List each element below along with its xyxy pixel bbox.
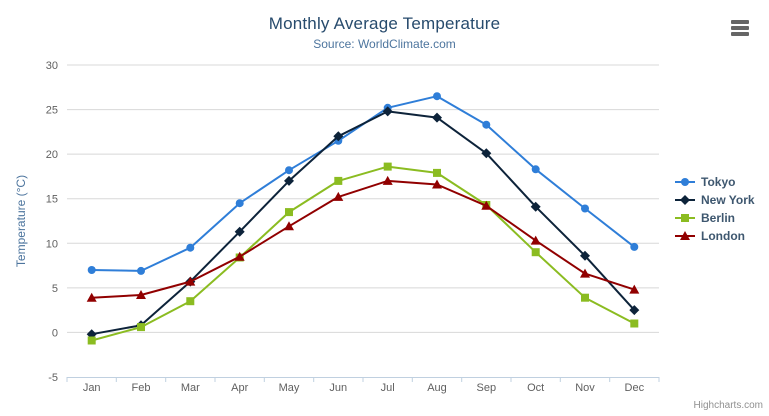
data-point[interactable] [481, 148, 492, 159]
x-axis-labels: Jan Feb Mar Apr May Jun Jul Aug Sep Oct Nov Dec [83, 382, 645, 394]
data-point[interactable] [185, 276, 196, 286]
data-point[interactable] [234, 226, 245, 237]
data-point[interactable] [580, 268, 590, 278]
svg-text:Dec: Dec [625, 382, 645, 394]
data-point[interactable] [136, 290, 146, 299]
data-point [680, 231, 690, 240]
legend-item-london[interactable]: London [674, 227, 755, 245]
data-point[interactable] [333, 191, 344, 201]
data-point[interactable] [285, 208, 293, 217]
data-point[interactable] [531, 165, 540, 174]
export-menu-button[interactable] [731, 19, 751, 37]
svg-text:15: 15 [46, 194, 58, 206]
svg-text:Jul: Jul [381, 382, 395, 394]
data-point[interactable] [530, 235, 541, 245]
data-point[interactable] [629, 305, 640, 316]
data-point[interactable] [137, 323, 145, 332]
data-point[interactable] [234, 251, 245, 261]
legend-label: New York [701, 193, 755, 207]
legend-label: London [701, 229, 745, 243]
svg-text:-5: -5 [48, 372, 58, 384]
chart-title: Monthly Average Temperature [268, 14, 501, 33]
data-point [680, 195, 690, 205]
svg-text:25: 25 [46, 105, 58, 117]
svg-text:Aug: Aug [427, 382, 447, 394]
data-point[interactable] [137, 266, 145, 275]
data-point[interactable] [433, 168, 441, 177]
data-point[interactable] [581, 293, 589, 302]
svg-text:Mar: Mar [181, 382, 200, 394]
svg-text:Jun: Jun [329, 382, 347, 394]
grid-lines [67, 64, 659, 333]
data-point[interactable] [333, 131, 344, 142]
data-point[interactable] [382, 106, 393, 117]
legend-item-berlin[interactable]: Berlin [674, 209, 755, 227]
legend-label: Berlin [701, 211, 736, 225]
svg-text:20: 20 [46, 149, 58, 161]
hamburger-icon [731, 26, 749, 30]
svg-text:0: 0 [52, 327, 58, 339]
legend-marker-diamond-icon [675, 195, 695, 205]
data-point[interactable] [531, 248, 540, 257]
data-point[interactable] [87, 336, 96, 345]
data-point[interactable] [382, 175, 393, 185]
svg-text:Oct: Oct [527, 382, 544, 394]
hamburger-icon [731, 32, 749, 36]
data-point[interactable] [482, 120, 491, 129]
chart-subtitle: Source: WorldClimate.com [313, 37, 456, 51]
legend-marker-circle-icon [675, 178, 695, 186]
legend-label: Tokyo [701, 175, 736, 189]
svg-text:Jan: Jan [83, 382, 101, 394]
data-point [681, 214, 689, 222]
data-point[interactable] [433, 92, 441, 101]
svg-text:Feb: Feb [132, 382, 151, 394]
data-point[interactable] [580, 250, 590, 261]
svg-text:Nov: Nov [575, 382, 595, 394]
legend-marker-triangle-icon [675, 231, 695, 240]
data-point[interactable] [383, 162, 392, 171]
data-point[interactable] [186, 243, 195, 252]
data-point[interactable] [186, 297, 195, 306]
x-axis [66, 377, 660, 382]
credits-link[interactable]: Highcharts.com [693, 400, 763, 411]
hamburger-icon [731, 20, 749, 24]
data-point[interactable] [285, 166, 293, 175]
data-point[interactable] [432, 179, 442, 189]
legend-marker-square-icon [675, 214, 695, 222]
legend-item-tokyo[interactable]: Tokyo [674, 173, 755, 191]
data-point[interactable] [284, 175, 294, 186]
svg-text:30: 30 [46, 60, 58, 72]
svg-text:May: May [279, 382, 300, 394]
svg-text:5: 5 [52, 283, 58, 295]
data-point[interactable] [630, 319, 639, 328]
data-point[interactable] [481, 200, 492, 210]
y-axis-labels: -5 0 5 10 15 20 25 30 [46, 60, 58, 384]
svg-text:Apr: Apr [231, 382, 248, 394]
data-point[interactable] [284, 221, 294, 231]
data-point[interactable] [629, 284, 640, 294]
legend: Tokyo New York Berlin London [674, 173, 755, 245]
data-point[interactable] [235, 199, 244, 208]
data-point [681, 178, 689, 186]
legend-item-new-york[interactable]: New York [674, 191, 755, 209]
series-london[interactable] [86, 175, 640, 302]
series-new-york[interactable] [86, 106, 640, 340]
data-point[interactable] [630, 242, 639, 251]
data-point[interactable] [86, 292, 97, 302]
series-tokyo[interactable] [87, 92, 639, 275]
svg-text:Sep: Sep [477, 382, 497, 394]
data-point[interactable] [334, 176, 343, 185]
data-point[interactable] [530, 201, 541, 212]
data-point[interactable] [87, 266, 96, 274]
data-point[interactable] [581, 204, 589, 213]
svg-text:10: 10 [46, 238, 58, 250]
data-point[interactable] [432, 112, 442, 123]
